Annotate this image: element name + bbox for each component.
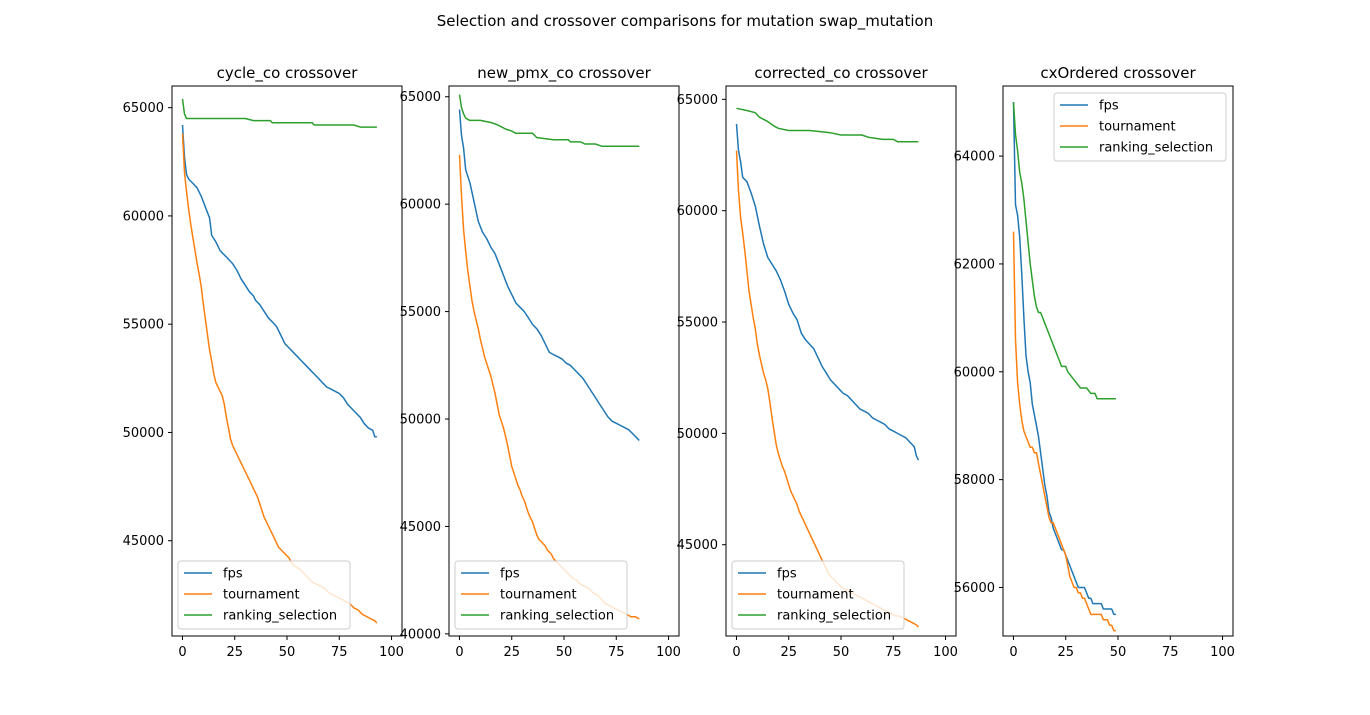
legend: fps tournament ranking_selection xyxy=(177,560,351,630)
y-tick-label: 55000 xyxy=(123,318,164,333)
x-tick-label: 75 xyxy=(885,645,902,660)
x-tick-label: 25 xyxy=(1057,645,1074,660)
x-tick-label: 100 xyxy=(379,645,404,660)
legend-box xyxy=(454,560,628,630)
x-tick-label: 25 xyxy=(503,645,520,660)
legend-label: ranking_selection xyxy=(1099,141,1213,156)
y-tick-label: 45000 xyxy=(677,538,718,553)
subplot-title: cycle_co crossover xyxy=(217,64,359,83)
y-tick-label: 56000 xyxy=(954,581,995,596)
legend-label: tournament xyxy=(1099,120,1176,135)
y-tick-label: 65000 xyxy=(123,101,164,116)
x-tick-label: 0 xyxy=(178,645,186,660)
x-tick-label: 75 xyxy=(331,645,348,660)
x-tick-label: 100 xyxy=(933,645,958,660)
y-tick-label: 60000 xyxy=(400,198,441,213)
x-tick-label: 50 xyxy=(556,645,573,660)
y-tick-label: 55000 xyxy=(677,316,718,331)
series-line-ranking-selection xyxy=(181,98,377,128)
subplot-3: corrected_co crossover 0 25 50 75 100 45000 500… xyxy=(677,64,958,660)
series-line-ranking-selection xyxy=(1012,102,1116,400)
x-tick-label: 100 xyxy=(656,645,681,660)
legend-label: tournament xyxy=(223,588,300,603)
x-tick-label: 50 xyxy=(833,645,850,660)
y-tick-label: 50000 xyxy=(123,426,164,441)
legend-label: ranking_selection xyxy=(777,609,891,624)
series-line-fps xyxy=(735,123,920,461)
legend: fps tournament ranking_selection xyxy=(1053,92,1227,162)
series-line-fps xyxy=(181,124,377,438)
subplot-title: new_pmx_co crossover xyxy=(477,64,651,83)
legend-label: fps xyxy=(223,567,243,582)
subplot-2: new_pmx_co crossover 0 25 50 75 100 40000 45000… xyxy=(400,64,681,660)
series-line-ranking-selection xyxy=(736,107,919,143)
y-tick-label: 60000 xyxy=(123,209,164,224)
x-tick-label: 75 xyxy=(608,645,625,660)
y-tick-label: 62000 xyxy=(954,257,995,272)
y-tick-label: 60000 xyxy=(677,204,718,219)
series-line-fps xyxy=(1012,102,1116,616)
legend-label: tournament xyxy=(777,588,854,603)
x-tick-label: 0 xyxy=(1009,645,1017,660)
subplot-1: cycle_co crossover 0 25 50 75 100 45000 50000 55… xyxy=(123,64,404,660)
legend: fps tournament ranking_selection xyxy=(454,560,628,630)
subplot-title: corrected_co crossover xyxy=(754,64,928,83)
subplot-4: cxOrdered crossover 0 25 50 75 100 56000 58000 6… xyxy=(954,64,1235,660)
legend-label: fps xyxy=(1099,99,1119,114)
x-tick-label: 0 xyxy=(455,645,463,660)
y-tick-label: 55000 xyxy=(400,305,441,320)
series-line-ranking-selection xyxy=(458,94,640,147)
plot-area xyxy=(172,86,402,636)
x-tick-label: 75 xyxy=(1162,645,1179,660)
legend-box xyxy=(177,560,351,630)
legend: fps tournament ranking_selection xyxy=(731,560,905,630)
y-tick-label: 45000 xyxy=(123,534,164,549)
y-tick-label: 58000 xyxy=(954,473,995,488)
x-tick-label: 50 xyxy=(279,645,296,660)
plot-area xyxy=(726,86,956,636)
figure-suptitle: Selection and crossover comparisons for … xyxy=(437,12,933,31)
y-tick-label: 50000 xyxy=(400,413,441,428)
y-tick-label: 65000 xyxy=(400,90,441,105)
legend-box xyxy=(1053,92,1227,162)
legend-label: fps xyxy=(500,567,520,582)
x-tick-label: 0 xyxy=(732,645,740,660)
y-tick-label: 45000 xyxy=(400,520,441,535)
series-line-fps xyxy=(458,109,640,442)
y-tick-label: 64000 xyxy=(954,150,995,165)
plot-area xyxy=(1003,86,1233,636)
legend-label: tournament xyxy=(500,588,577,603)
x-tick-label: 50 xyxy=(1110,645,1127,660)
series-line-tournament xyxy=(1012,231,1116,632)
subplot-title: cxOrdered crossover xyxy=(1040,64,1196,82)
legend-label: ranking_selection xyxy=(500,609,614,624)
x-tick-label: 25 xyxy=(780,645,797,660)
y-tick-label: 50000 xyxy=(677,427,718,442)
y-tick-label: 60000 xyxy=(954,365,995,380)
x-tick-label: 100 xyxy=(1210,645,1235,660)
legend-label: ranking_selection xyxy=(223,609,337,624)
legend-box xyxy=(731,560,905,630)
y-tick-label: 65000 xyxy=(677,93,718,108)
x-tick-label: 25 xyxy=(226,645,243,660)
y-tick-label: 40000 xyxy=(400,627,441,642)
legend-label: fps xyxy=(777,567,797,582)
